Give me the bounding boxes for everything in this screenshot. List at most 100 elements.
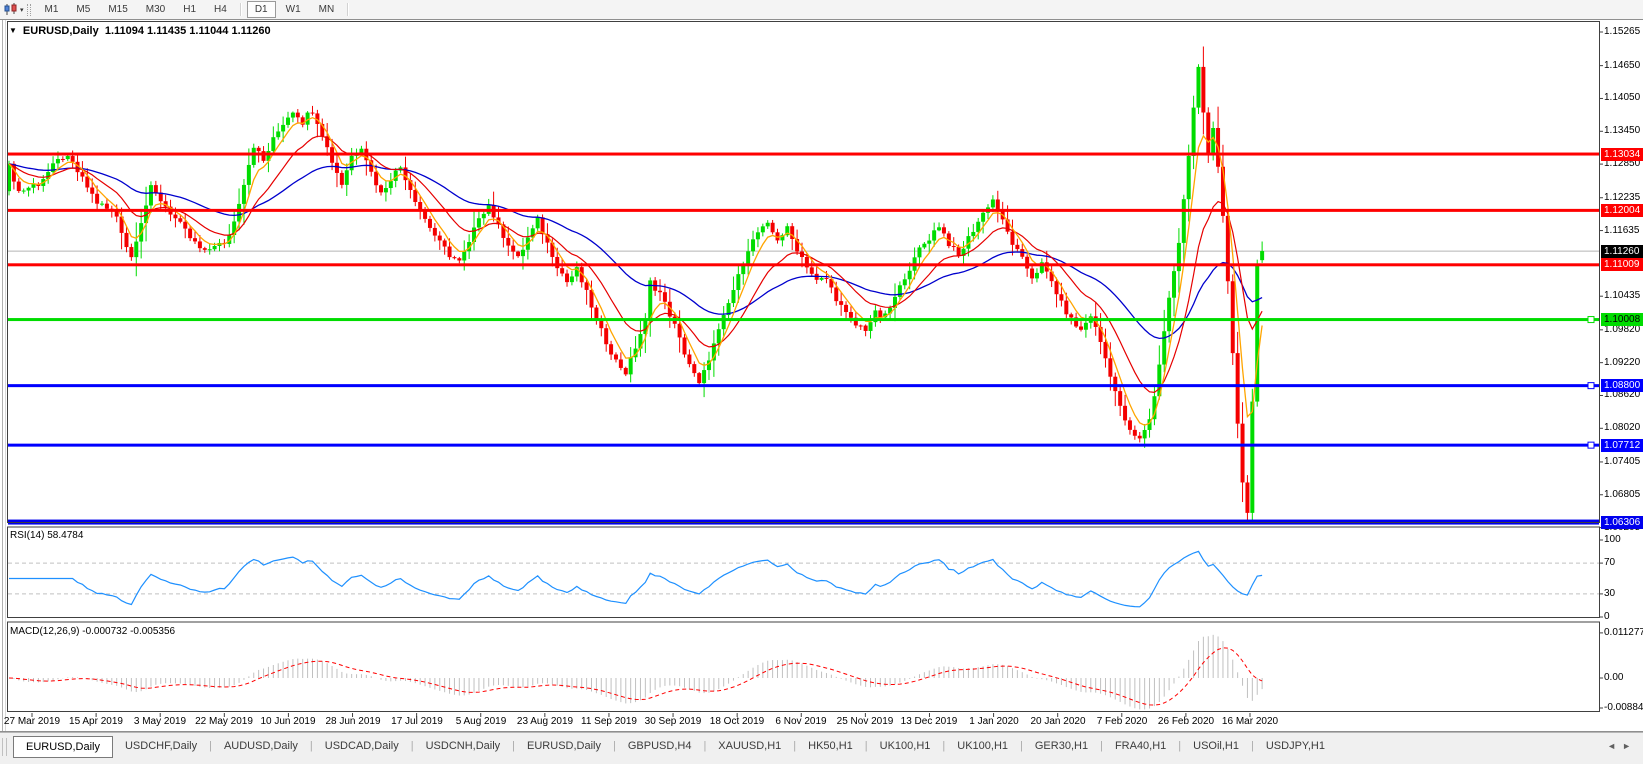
candle-body bbox=[153, 185, 158, 193]
candle-body bbox=[716, 329, 721, 344]
chart-tab-EURUSD-Daily[interactable]: EURUSD,Daily bbox=[527, 740, 601, 752]
candle-body bbox=[359, 148, 364, 153]
chart-tab-USDCHF-Daily[interactable]: USDCHF,Daily bbox=[124, 740, 198, 752]
line-drag-handle[interactable] bbox=[1587, 316, 1595, 324]
candle-body bbox=[1176, 242, 1181, 272]
price-tick-label: 1.08620 bbox=[1604, 389, 1641, 400]
candle-body bbox=[1127, 420, 1132, 430]
line-drag-handle[interactable] bbox=[1587, 382, 1595, 390]
candle-body bbox=[393, 170, 398, 181]
timeframe-button-M1[interactable]: M1 bbox=[44, 4, 59, 15]
panel-border bbox=[7, 21, 1600, 523]
toolbar-grip bbox=[26, 3, 31, 16]
candle-body bbox=[290, 112, 295, 118]
one-click-trading-toggle-icon[interactable]: ▼ bbox=[9, 26, 17, 35]
chart-tab-USDCAD-Daily[interactable]: USDCAD,Daily bbox=[324, 740, 399, 752]
candle-body bbox=[795, 239, 800, 252]
timeframe-button-M30[interactable]: M30 bbox=[145, 4, 166, 15]
chart-tab-HK50-H1[interactable]: HK50,H1 bbox=[808, 740, 853, 752]
timeframe-button-D1[interactable]: D1 bbox=[246, 1, 276, 18]
price-line-badge: 1.11009 bbox=[1601, 258, 1643, 271]
candle-body bbox=[932, 230, 937, 241]
price-tick-label: 1.11635 bbox=[1604, 225, 1640, 236]
date-tick-label: 3 May 2019 bbox=[133, 716, 187, 727]
candle-body bbox=[682, 337, 687, 355]
candle-body bbox=[897, 285, 902, 297]
candle-body bbox=[300, 117, 305, 125]
horizontal-level-line[interactable] bbox=[8, 318, 1599, 322]
candle-body bbox=[1260, 251, 1265, 261]
horizontal-level-line[interactable] bbox=[8, 443, 1599, 447]
candle-body bbox=[1220, 166, 1225, 216]
chart-tab-USDCNH-Daily[interactable]: USDCNH,Daily bbox=[425, 740, 501, 752]
horizontal-level-line[interactable] bbox=[8, 208, 1599, 212]
candle-body bbox=[281, 124, 286, 132]
candle-body bbox=[266, 150, 271, 161]
candle-body bbox=[1152, 396, 1157, 420]
candle-body bbox=[760, 226, 765, 233]
candle-body bbox=[545, 234, 550, 243]
candle-body bbox=[751, 239, 756, 252]
tab-scroll-right-button[interactable]: ► bbox=[1622, 741, 1637, 751]
candle-body bbox=[1240, 423, 1245, 483]
candle-body bbox=[902, 279, 907, 286]
candle-body bbox=[1079, 326, 1084, 330]
timeframe-button-MN[interactable]: MN bbox=[318, 4, 335, 15]
candle-body bbox=[711, 343, 716, 361]
candle-body bbox=[251, 147, 256, 165]
candle-body bbox=[736, 274, 741, 291]
candle-body bbox=[379, 185, 384, 193]
rsi-label: RSI(14) 58.4784 bbox=[10, 530, 84, 541]
price-line-badge: 1.06306 bbox=[1601, 516, 1643, 529]
candle-body bbox=[427, 218, 432, 228]
candle-body bbox=[403, 167, 408, 181]
candle-body bbox=[1113, 376, 1118, 392]
chart-tab-GER30-H1[interactable]: GER30,H1 bbox=[1034, 740, 1089, 752]
candle-body bbox=[1103, 341, 1108, 359]
chart-tab-GBPUSD-H4[interactable]: GBPUSD,H4 bbox=[627, 740, 692, 752]
chart-tab-AUDUSD-Daily[interactable]: AUDUSD,Daily bbox=[223, 740, 298, 752]
timeframe-button-H1[interactable]: H1 bbox=[183, 4, 197, 15]
timeframe-button-M5[interactable]: M5 bbox=[76, 4, 91, 15]
candle-body bbox=[305, 112, 310, 125]
candle-body bbox=[408, 180, 413, 191]
candle-body bbox=[804, 256, 809, 268]
timeframe-button-H4[interactable]: H4 bbox=[214, 4, 227, 15]
timeframe-button-M15[interactable]: M15 bbox=[108, 4, 128, 15]
macd-scale-label: 0.00 bbox=[1604, 672, 1624, 683]
price-line-badge: 1.10008 bbox=[1601, 313, 1643, 326]
timeframe-button-W1[interactable]: W1 bbox=[285, 4, 301, 15]
candle-body bbox=[574, 267, 579, 277]
candle-body bbox=[1108, 358, 1113, 377]
chart-tab-USDJPY-H1[interactable]: USDJPY,H1 bbox=[1265, 740, 1325, 752]
candle-body bbox=[21, 190, 26, 192]
rsi-scale-label: 0 bbox=[1604, 611, 1610, 622]
price-line-badge: 1.13034 bbox=[1601, 148, 1643, 161]
line-drag-handle[interactable] bbox=[1587, 441, 1595, 449]
chart-tab-USOil-H1[interactable]: USOil,H1 bbox=[1193, 740, 1239, 752]
horizontal-level-line[interactable] bbox=[8, 152, 1599, 156]
chart-tab-UK100-H1[interactable]: UK100,H1 bbox=[957, 740, 1009, 752]
candle-body bbox=[188, 228, 193, 239]
candle-body bbox=[1201, 66, 1206, 113]
candle-body bbox=[520, 249, 525, 257]
candle-body bbox=[85, 176, 90, 188]
chart-type-button[interactable]: ▾ bbox=[4, 3, 24, 16]
horizontal-level-line[interactable] bbox=[8, 263, 1599, 267]
candle-body bbox=[276, 131, 281, 138]
candle-body bbox=[941, 227, 946, 234]
chart-tab-XAUUSD-H1[interactable]: XAUUSD,H1 bbox=[718, 740, 782, 752]
window-top-border bbox=[0, 19, 1643, 20]
macd-scale-label: -0.008845 bbox=[1604, 702, 1643, 713]
chart-tab-FRA40-H1[interactable]: FRA40,H1 bbox=[1114, 740, 1167, 752]
tab-scroll-left-button[interactable]: ◄ bbox=[1607, 741, 1623, 751]
chart-tab-UK100-H1[interactable]: UK100,H1 bbox=[879, 740, 931, 752]
candle-body bbox=[638, 334, 643, 349]
horizontal-level-line[interactable] bbox=[8, 384, 1599, 388]
chart-tab-EURUSD-Daily[interactable]: EURUSD,Daily bbox=[13, 736, 113, 758]
candle-body bbox=[1196, 66, 1201, 108]
candle-body bbox=[702, 370, 707, 384]
rsi-line bbox=[9, 550, 1263, 608]
candle-body bbox=[643, 318, 648, 335]
